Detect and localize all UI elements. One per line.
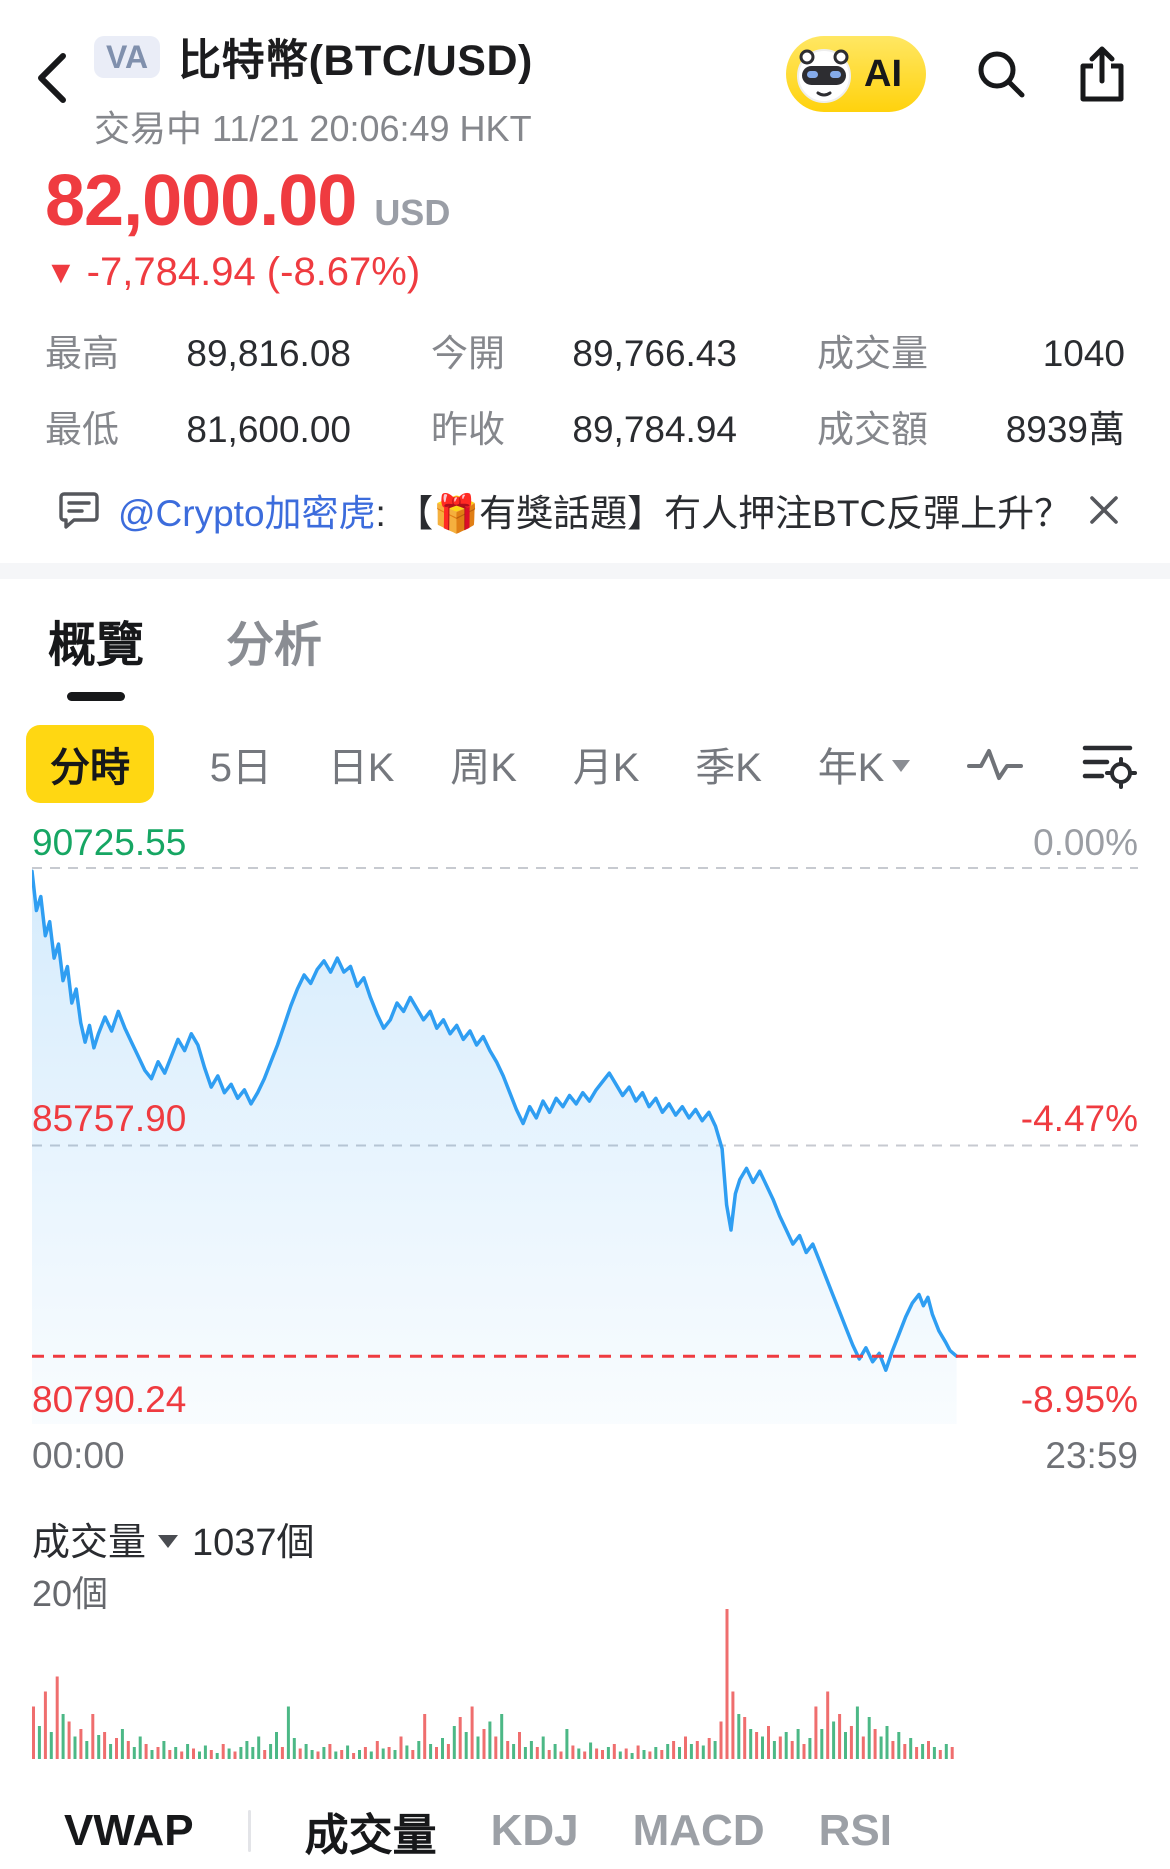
tab-analysis[interactable]: 分析 [226,605,322,701]
indicator-tab-rsi[interactable]: RSI [818,1806,892,1855]
period-tab-quarterly[interactable]: 季K [695,735,762,793]
down-arrow-icon: ▼ [45,254,77,290]
volume-count: 1037個 [192,1521,315,1564]
indicator-tab-vwap[interactable]: VWAP [64,1806,194,1855]
back-icon [38,53,66,103]
pulse-line-icon [967,749,1024,780]
active-tab-underline [67,692,125,701]
chart-settings-icon [1082,745,1137,789]
grid-level-mid: 85757.90 -4.47% [32,1097,1138,1141]
quote-section: 82,000.00 USD ▼ -7,784.94 (-8.67%) 最高 89… [0,160,1170,453]
time-axis-start: 00:00 [32,1435,125,1476]
period-tabs: 分時 5日 日K 周K 月K 季K 年K [0,725,1170,803]
mini-chart-button[interactable] [966,743,1024,785]
stat-open: 今開 89,766.43 [431,333,737,374]
topic-banner[interactable]: @Crypto加密虎: 【🎁有獎話題】冇人押注BTC反彈上升？ ... [0,483,1170,537]
topbar-actions: AI [786,36,1128,112]
search-button[interactable] [974,47,1028,101]
period-tab-yearly[interactable]: 年K [818,735,911,793]
ai-assistant-button[interactable]: AI [786,36,926,112]
level-top-price: 90725.55 [32,822,187,863]
level-bottom-pct: -8.95% [1020,1379,1138,1420]
period-tab-monthly[interactable]: 月K [573,735,640,793]
price-chart[interactable]: 90725.55 0.00% 85757.90 -4.47% 80790.24 … [32,821,1138,1493]
currency-label: USD [374,192,451,233]
volume-header: 成交量 1037個 [32,1515,1138,1564]
indicator-tab-volume[interactable]: 成交量 [305,1799,437,1863]
period-tab-daily[interactable]: 日K [328,735,395,793]
period-tab-5day[interactable]: 5日 [210,735,272,793]
volume-axis-max: 20個 [32,1573,109,1614]
indicator-tab-macd[interactable]: MACD [632,1806,765,1855]
time-axis: 00:00 23:59 [32,1435,1138,1477]
page-title: 比特幣(BTC/USD) [178,37,533,85]
back-button[interactable] [20,26,84,130]
change-value: -7,784.94 (-8.67%) [86,250,421,294]
status-text: 交易中 11/21 20:06:49 HKT [94,108,532,149]
section-divider [0,563,1170,579]
last-price: 82,000.00 [45,161,357,241]
grid-level-top: 90725.55 0.00% [32,821,1138,865]
main-tabs: 概覽 分析 [0,605,1170,701]
stat-low: 最低 81,600.00 [45,409,351,450]
level-mid-price: 85757.90 [32,1098,187,1140]
stat-volume: 成交量 1040 [817,333,1125,374]
level-mid-pct: -4.47% [1020,1098,1138,1140]
banner-message: @Crypto加密虎: 【🎁有獎話題】冇人押注BTC反彈上升？ ... [118,493,1068,534]
top-bar: VA 比特幣(BTC/USD) 交易中 11/21 20:06:49 HKT [0,0,1170,149]
period-tab-intraday[interactable]: 分時 [26,725,154,803]
indicator-tabs: VWAP 成交量 KDJ MACD RSI [64,1803,1170,1860]
banner-close-button[interactable] [1086,492,1122,528]
grid-level-bottom: 80790.24 -8.95% [32,1378,1138,1422]
share-button[interactable] [1076,44,1128,104]
time-axis-end: 23:59 [1045,1435,1138,1476]
stat-turnover: 成交額 8939萬 [817,409,1125,450]
divider [247,1810,251,1852]
title-block: VA 比特幣(BTC/USD) 交易中 11/21 20:06:49 HKT [94,26,533,149]
volume-chart[interactable] [32,1609,1138,1759]
chevron-down-icon [892,760,911,772]
level-bottom-price: 80790.24 [32,1379,187,1420]
level-top-pct: 0.00% [1033,822,1138,863]
volume-selector[interactable]: 成交量 [32,1521,147,1564]
mascot-icon [794,44,854,104]
triangle-down-icon [158,1534,179,1548]
price-line-chart[interactable] [32,867,1138,1424]
price-change: ▼ -7,784.94 (-8.67%) [45,250,1125,295]
indicator-settings-button[interactable] [1080,739,1138,789]
ai-label: AI [864,52,902,95]
share-icon [1080,46,1124,102]
market-badge: VA [94,36,161,78]
banner-author-link[interactable]: @Crypto加密虎 [118,493,376,534]
tab-overview[interactable]: 概覽 [48,605,144,701]
search-icon [978,51,1025,98]
stat-high: 最高 89,816.08 [45,333,351,374]
quote-stats: 最高 89,816.08 今開 89,766.43 成交量 1040 最低 81… [45,323,1125,453]
close-icon [1090,496,1118,524]
stat-prev-close: 昨收 89,784.94 [431,409,737,450]
comment-icon [59,492,99,529]
indicator-tab-kdj[interactable]: KDJ [490,1806,579,1855]
period-tab-weekly[interactable]: 周K [450,735,517,793]
